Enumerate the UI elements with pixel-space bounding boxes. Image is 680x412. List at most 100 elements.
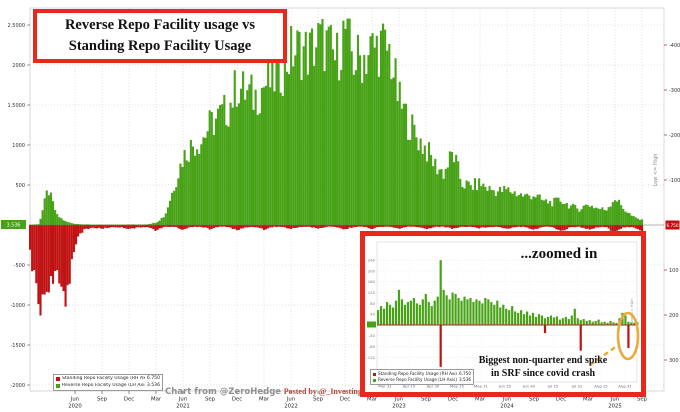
svg-text:2000: 2000 (12, 63, 25, 69)
legend-label: Reverse Repo Facility Usage (LH Axis) (L… (62, 382, 145, 388)
inset-rrp-bars (377, 260, 639, 325)
svg-text:Sep: Sep (637, 397, 648, 403)
svg-text:1.5000: 1.5000 (8, 103, 26, 109)
legend-value: 6.750 (146, 376, 160, 381)
srf-swatch-icon (373, 372, 376, 376)
svg-text:Jun: Jun (70, 397, 79, 403)
svg-text:Jun: Jun (286, 397, 295, 403)
legend-value: 3.536 (459, 377, 471, 383)
svg-text:2024: 2024 (500, 404, 514, 410)
legend-value: 6.750 (459, 371, 471, 376)
svg-text:1000: 1000 (12, 143, 25, 149)
legend-item-rrp: Reverse Repo Facility Usage (LH Axis) (L… (373, 377, 471, 383)
inset-gridlines: 240 200 160 120 80 40 -40 -80 -120 Mar 31 Apr 15 Ap… (366, 254, 637, 389)
svg-text:40: 40 (370, 312, 375, 317)
inset-chart-box: 240 200 160 120 80 40 -40 -80 -120 Mar 31 Apr 15 Ap… (360, 231, 646, 397)
inset-annotation: Biggest non-quarter end spike in SRF sin… (453, 354, 633, 380)
inset-srf-bars (439, 325, 630, 367)
legend-item-rrp: Reverse Repo Facility Usage (LH Axis) (L… (56, 383, 160, 390)
svg-text:Jul 15: Jul 15 (547, 384, 559, 389)
svg-text:-1000: -1000 (10, 303, 25, 309)
svg-text:-120: -120 (366, 355, 375, 360)
svg-text:Low <= High: Low <= High (629, 298, 634, 324)
svg-text:300: 300 (669, 358, 679, 364)
svg-text:Dec: Dec (124, 397, 134, 403)
legend-item-srf: Standing Repo Facility Usage (RH Axis, i… (56, 376, 160, 383)
svg-text:Sep: Sep (421, 397, 432, 403)
watermark-posted-by: Posted by @_Investing (283, 387, 362, 396)
svg-text:-40: -40 (369, 333, 376, 338)
legend-label: Reverse Repo Facility Usage (LH Axis) (L… (378, 377, 457, 383)
svg-text:Dec: Dec (340, 397, 350, 403)
svg-text:Apr 15: Apr 15 (403, 384, 416, 389)
svg-text:2021: 2021 (176, 404, 189, 410)
svg-text:Mar: Mar (583, 397, 594, 403)
svg-text:-80: -80 (369, 344, 376, 349)
svg-text:Mar: Mar (259, 397, 270, 403)
svg-text:Jun: Jun (502, 397, 511, 403)
svg-text:Mar: Mar (475, 397, 486, 403)
svg-text:Dec: Dec (556, 397, 566, 403)
svg-text:Jun: Jun (610, 397, 619, 403)
inset-annotation-line-1: Biggest non-quarter end spike (478, 355, 608, 366)
svg-text:-500: -500 (14, 263, 25, 269)
svg-text:2025: 2025 (608, 404, 621, 410)
svg-text:200: 200 (669, 313, 679, 319)
svg-text:May 31: May 31 (474, 384, 488, 389)
svg-text:-1500: -1500 (10, 343, 25, 349)
svg-text:2020: 2020 (68, 404, 82, 410)
svg-text:Sep: Sep (313, 397, 324, 403)
inset-current-value-marker (367, 321, 376, 328)
legend-item-srf: Standing Repo Facility Usage (RH Axis, i… (373, 371, 471, 377)
chart-title-line-2: Standing Repo Facility Usage (68, 38, 252, 55)
svg-text:Mar 31: Mar 31 (378, 384, 392, 389)
svg-text:Jun 30: Jun 30 (522, 384, 536, 389)
svg-text:Apr 30: Apr 30 (427, 384, 440, 389)
legend-value: 3.536 (146, 382, 160, 388)
chart-title-line-1: Reverse Repo Facility usage vs (64, 17, 256, 33)
svg-text:Dec: Dec (448, 397, 458, 403)
watermark-chart-credit: Chart from @ZeroHedge (165, 387, 282, 397)
svg-text:Sep: Sep (97, 397, 108, 403)
rrp-bars (29, 18, 644, 226)
svg-text:200: 200 (368, 268, 376, 273)
rrp-swatch-icon (373, 378, 376, 382)
svg-text:Jul 31: Jul 31 (571, 384, 583, 389)
svg-text:2023: 2023 (392, 404, 405, 410)
inset-chart: 240 200 160 120 80 40 -40 -80 -120 Mar 31 Apr 15 Ap… (366, 241, 640, 389)
svg-text:-400: -400 (669, 43, 680, 49)
svg-text:Mar: Mar (367, 397, 378, 403)
svg-text:240: 240 (368, 258, 376, 263)
svg-text:Dec: Dec (232, 397, 242, 403)
svg-text:120: 120 (368, 290, 376, 295)
svg-text:Jun: Jun (178, 397, 187, 403)
inset-title: ...zoomed in (520, 246, 598, 262)
svg-text:2022: 2022 (284, 404, 297, 410)
svg-text:Aug 31: Aug 31 (618, 384, 632, 389)
svg-text:500: 500 (15, 183, 25, 189)
srf-bars (29, 225, 644, 316)
current-value-labels: 3.536 6.750 (1, 220, 680, 230)
svg-text:80: 80 (370, 301, 375, 306)
svg-text:Aug 15: Aug 15 (594, 384, 608, 389)
svg-text:2.5000: 2.5000 (8, 23, 26, 29)
svg-text:160: 160 (368, 279, 376, 284)
svg-text:Sep: Sep (205, 397, 216, 403)
svg-text:Jun: Jun (394, 397, 403, 403)
chart-title-box: Reverse Repo Facility usage vs Standing … (33, 9, 287, 64)
srf-swatch-icon (56, 377, 60, 382)
svg-text:100: 100 (669, 268, 679, 274)
svg-text:-200: -200 (669, 133, 680, 139)
svg-text:Mar: Mar (151, 397, 162, 403)
watermark: Chart from @ZeroHedge Posted by @_Invest… (165, 387, 362, 397)
svg-text:-100: -100 (669, 178, 680, 184)
inset-legend: Standing Repo Facility Usage (RH Axis, i… (370, 369, 474, 386)
legend-label: Standing Repo Facility Usage (RH Axis, i… (378, 371, 457, 376)
rrp-swatch-icon (56, 383, 60, 388)
main-legend: Standing Repo Facility Usage (RH Axis, i… (53, 374, 163, 392)
legend-label: Standing Repo Facility Usage (RH Axis, i… (62, 376, 145, 381)
svg-text:6.750: 6.750 (667, 223, 679, 228)
svg-text:Low <= High: Low <= High (653, 154, 659, 187)
svg-text:3.536: 3.536 (7, 223, 21, 229)
